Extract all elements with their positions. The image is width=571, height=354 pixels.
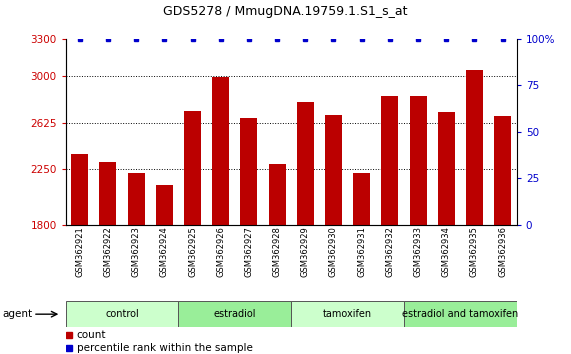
Bar — [184, 111, 201, 225]
Bar — [128, 173, 144, 225]
Text: control: control — [105, 309, 139, 319]
Bar — [269, 164, 286, 225]
Text: count: count — [77, 330, 106, 340]
Bar — [325, 115, 342, 225]
Bar — [240, 118, 258, 225]
FancyBboxPatch shape — [66, 301, 178, 327]
FancyBboxPatch shape — [178, 301, 291, 327]
Bar — [156, 185, 173, 225]
Text: percentile rank within the sample: percentile rank within the sample — [77, 343, 252, 353]
Bar — [381, 96, 399, 225]
Bar — [99, 161, 116, 225]
Bar — [212, 78, 229, 225]
Bar — [409, 96, 427, 225]
Bar — [494, 116, 511, 225]
Text: agent: agent — [3, 309, 33, 319]
Bar — [466, 70, 483, 225]
Bar — [438, 112, 455, 225]
Text: tamoxifen: tamoxifen — [323, 309, 372, 319]
Bar — [297, 102, 314, 225]
Text: estradiol: estradiol — [214, 309, 256, 319]
FancyBboxPatch shape — [404, 301, 517, 327]
Text: estradiol and tamoxifen: estradiol and tamoxifen — [402, 309, 518, 319]
Bar — [353, 173, 370, 225]
FancyBboxPatch shape — [291, 301, 404, 327]
Bar — [71, 154, 89, 225]
Text: GDS5278 / MmugDNA.19759.1.S1_s_at: GDS5278 / MmugDNA.19759.1.S1_s_at — [163, 5, 408, 18]
